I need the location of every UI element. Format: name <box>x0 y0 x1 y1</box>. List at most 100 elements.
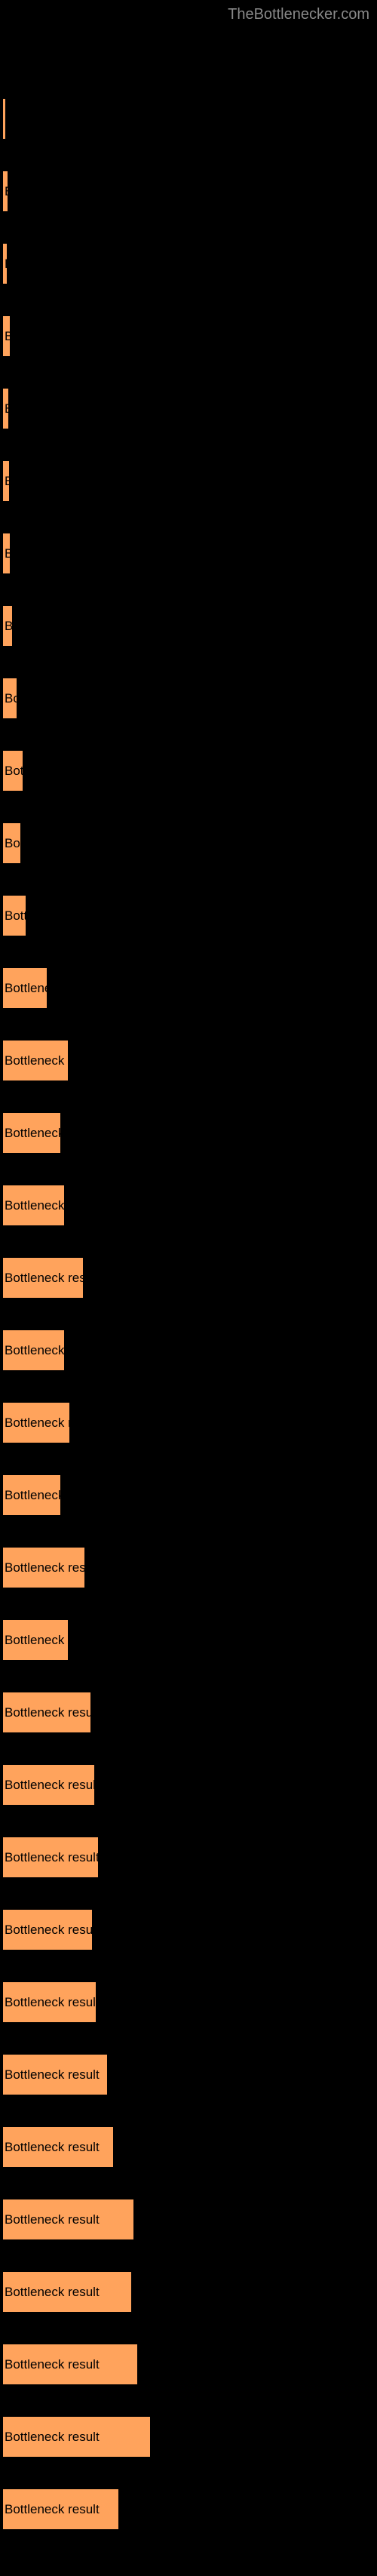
bar-label: Bottleneck result <box>5 2212 100 2227</box>
bar: Bottleneck result <box>2 1981 97 2023</box>
bar: Bottleneck result <box>2 967 48 1009</box>
bar-row: Bottleneck result <box>2 1837 377 1878</box>
bar-row: Bottleneck result <box>2 1112 377 1154</box>
bar: Bottleneck result <box>2 895 26 936</box>
bar-row: Bottleneck result <box>2 2344 377 2385</box>
bar-row: Bottleneck result <box>2 1981 377 2023</box>
bar-label: Bottleneck result <box>5 1126 61 1141</box>
bar-label: Bottleneck result <box>5 2357 100 2372</box>
bar: Bottleneck result <box>2 1764 95 1806</box>
bar: Bottleneck result <box>2 98 6 140</box>
bar: Bottleneck result <box>2 2054 108 2095</box>
bar-label: Bottleneck result <box>5 836 21 851</box>
bar-label: Bottleneck result <box>5 257 8 272</box>
bar: Bottleneck result <box>2 533 11 574</box>
bar-row: Bottleneck result <box>2 388 377 429</box>
bar: Bottleneck result <box>2 1474 61 1516</box>
bar: Bottleneck result <box>2 1257 84 1299</box>
bar-row: Bottleneck result <box>2 315 377 357</box>
bar: Bottleneck result <box>2 1185 65 1226</box>
bar-row: Bottleneck result <box>2 1909 377 1950</box>
bar: Bottleneck result <box>2 1329 65 1371</box>
bar: Bottleneck result <box>2 1402 70 1443</box>
bar-row: Bottleneck result <box>2 2199 377 2240</box>
bar: Bottleneck result <box>2 460 10 502</box>
bar: Bottleneck result <box>2 243 8 284</box>
bar-row: Bottleneck result <box>2 2126 377 2168</box>
bar-label: Bottleneck result <box>5 184 8 199</box>
bar-row: Bottleneck result <box>2 1692 377 1733</box>
bar-label: Bottleneck result <box>5 691 17 706</box>
bar: Bottleneck result <box>2 388 9 429</box>
bar-row: Bottleneck result <box>2 750 377 792</box>
bar-label: Bottleneck result <box>5 1923 93 1938</box>
bar-label: Bottleneck result <box>5 764 23 779</box>
bar-label: Bottleneck result <box>5 2430 100 2445</box>
bar-row: Bottleneck result <box>2 171 377 212</box>
bar-label: Bottleneck result <box>5 401 9 417</box>
bar: Bottleneck result <box>2 1547 85 1588</box>
bar: Bottleneck result <box>2 750 23 792</box>
bar-label: Bottleneck result <box>5 1995 97 2010</box>
bar-label: Bottleneck result <box>5 1560 85 1575</box>
bar-row: Bottleneck result <box>2 1619 377 1661</box>
bar-row: Bottleneck result <box>2 533 377 574</box>
bar: Bottleneck result <box>2 171 8 212</box>
bar: Bottleneck result <box>2 1837 99 1878</box>
bar-label: Bottleneck result <box>5 1198 65 1213</box>
bar-row: Bottleneck result <box>2 2054 377 2095</box>
bar-row: Bottleneck result <box>2 2271 377 2313</box>
bar-label: Bottleneck result <box>5 1850 99 1865</box>
bar-label: Bottleneck result <box>5 1778 95 1793</box>
bar-label: Bottleneck result <box>5 1271 84 1286</box>
bar-label: Bottleneck result <box>5 908 26 924</box>
bar-row: Bottleneck result <box>2 1547 377 1588</box>
bar-chart: Bottleneck result Bottleneck result Bottle… <box>0 0 377 2576</box>
bar-label: Bottleneck result <box>5 1633 69 1648</box>
bar: Bottleneck result <box>2 605 13 647</box>
bar: Bottleneck result <box>2 2416 151 2458</box>
bar-row: Bottleneck result <box>2 1764 377 1806</box>
bar-row: Bottleneck result <box>2 1257 377 1299</box>
bar-row: Bottleneck result <box>2 967 377 1009</box>
bar-label: Bottleneck result <box>5 2140 100 2155</box>
bar-row: Bottleneck result <box>2 1474 377 1516</box>
bar-row: Bottleneck result <box>2 822 377 864</box>
bar-label: Bottleneck result <box>5 2285 100 2300</box>
bar: Bottleneck result <box>2 1909 93 1950</box>
bar-label: Bottleneck result <box>5 329 11 344</box>
bar-label: Bottleneck result <box>5 619 13 634</box>
bar-label: Bottleneck result <box>5 2502 100 2517</box>
bar-row: Bottleneck result <box>2 2488 377 2530</box>
bar: Bottleneck result <box>2 2199 134 2240</box>
bar-label: Bottleneck result <box>5 1343 65 1358</box>
bar-label: Bottleneck result <box>5 981 48 996</box>
bar: Bottleneck result <box>2 2488 119 2530</box>
bar: Bottleneck result <box>2 678 17 719</box>
bar: Bottleneck result <box>2 315 11 357</box>
bar-row: Bottleneck result <box>2 1329 377 1371</box>
bar-label: Bottleneck result <box>5 1705 91 1720</box>
bar-label: Bottleneck result <box>5 474 10 489</box>
bar-label: Bottleneck result <box>5 1053 69 1068</box>
bar-row: Bottleneck result <box>2 1040 377 1081</box>
bar-label: Bottleneck result <box>5 1488 61 1503</box>
bar-label: Bottleneck result <box>5 112 6 127</box>
bar-row: Bottleneck result <box>2 605 377 647</box>
bar-row: Bottleneck result <box>2 895 377 936</box>
bar: Bottleneck result <box>2 1619 69 1661</box>
bar: Bottleneck result <box>2 1692 91 1733</box>
bar: Bottleneck result <box>2 2344 138 2385</box>
bar-label: Bottleneck result <box>5 546 11 561</box>
bar: Bottleneck result <box>2 2126 114 2168</box>
bar: Bottleneck result <box>2 822 21 864</box>
bar-row: Bottleneck result <box>2 243 377 284</box>
bar-label: Bottleneck result <box>5 2067 100 2083</box>
watermark: TheBottlenecker.com <box>228 6 369 23</box>
bar-row: Bottleneck result <box>2 1402 377 1443</box>
bar-row: Bottleneck result <box>2 1185 377 1226</box>
bar-label: Bottleneck result <box>5 1416 70 1431</box>
bar: Bottleneck result <box>2 1040 69 1081</box>
bar-row: Bottleneck result <box>2 98 377 140</box>
bar-row: Bottleneck result <box>2 2416 377 2458</box>
